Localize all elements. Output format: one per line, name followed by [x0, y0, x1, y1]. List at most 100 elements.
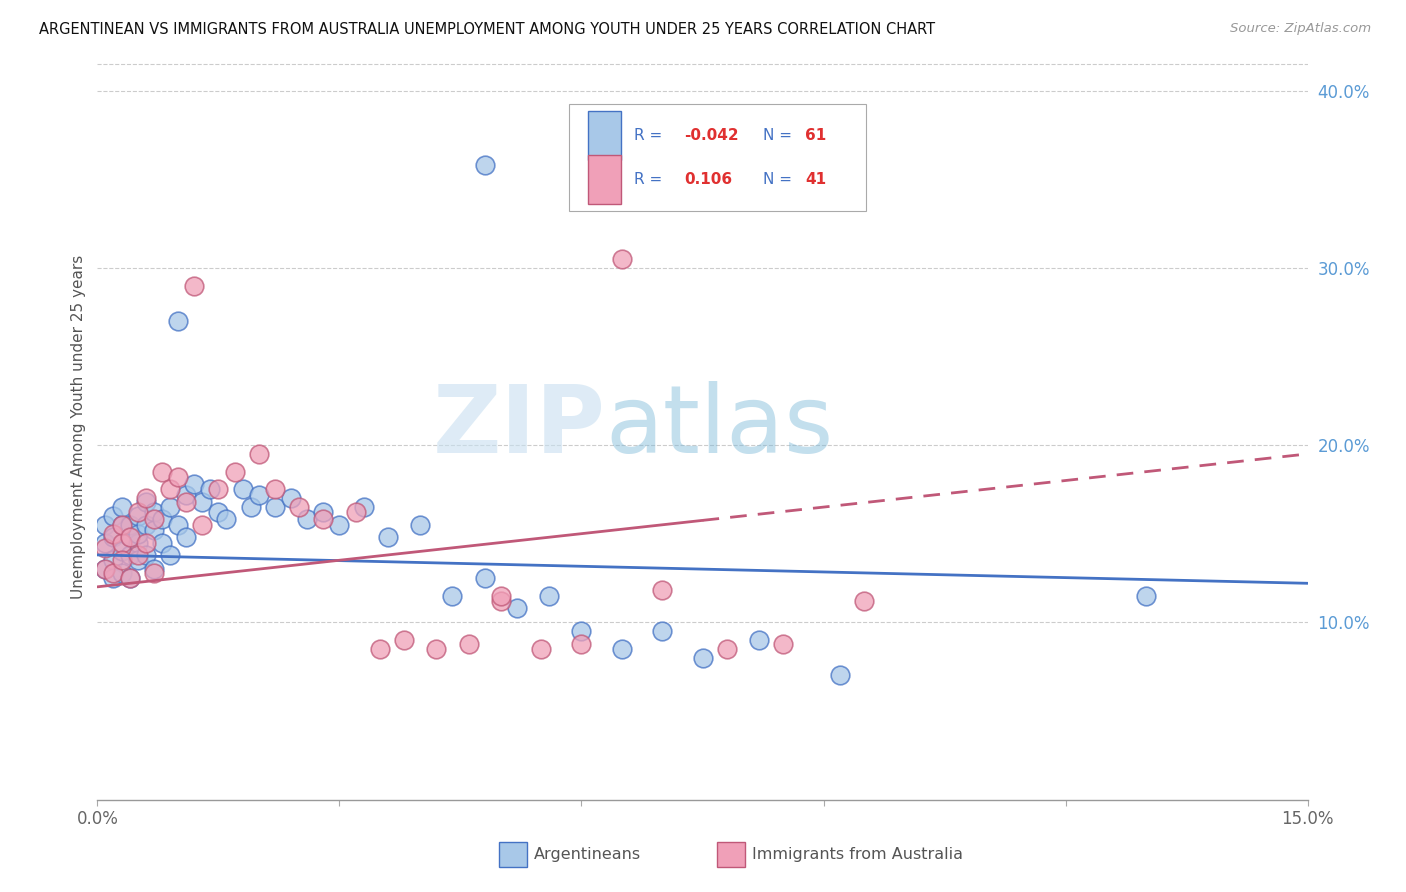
Point — [474, 158, 496, 172]
Point — [94, 562, 117, 576]
Point — [409, 517, 432, 532]
Text: R =: R = — [634, 172, 672, 187]
Text: Source: ZipAtlas.com: Source: ZipAtlas.com — [1230, 22, 1371, 36]
Point — [571, 624, 593, 639]
Point — [159, 483, 181, 497]
Point — [142, 512, 165, 526]
Point — [263, 500, 285, 514]
Text: N =: N = — [763, 128, 797, 143]
Point — [110, 544, 132, 558]
Point — [174, 495, 197, 509]
Text: R =: R = — [634, 128, 666, 143]
Point — [328, 517, 350, 532]
Point — [150, 535, 173, 549]
Point — [150, 512, 173, 526]
Point — [506, 601, 529, 615]
Point — [207, 483, 229, 497]
Point — [247, 488, 270, 502]
Point — [772, 636, 794, 650]
Text: Argentineans: Argentineans — [534, 847, 641, 862]
Point — [135, 491, 157, 506]
Point — [142, 505, 165, 519]
Point — [127, 535, 149, 549]
Point — [118, 571, 141, 585]
Point — [288, 500, 311, 514]
Point — [651, 583, 673, 598]
Point — [232, 483, 254, 497]
Point — [118, 530, 141, 544]
Point — [110, 535, 132, 549]
Point — [159, 500, 181, 514]
Point — [159, 548, 181, 562]
Point — [94, 517, 117, 532]
Point — [538, 589, 561, 603]
Point — [368, 641, 391, 656]
Point — [118, 571, 141, 585]
Text: 61: 61 — [806, 128, 827, 143]
Point — [103, 571, 125, 585]
Point — [127, 526, 149, 541]
Point — [135, 535, 157, 549]
Point — [207, 505, 229, 519]
Text: Immigrants from Australia: Immigrants from Australia — [752, 847, 963, 862]
Point — [167, 314, 190, 328]
Point — [135, 548, 157, 562]
Point — [127, 553, 149, 567]
Point — [118, 530, 141, 544]
Point — [457, 636, 479, 650]
Bar — [588, 155, 621, 203]
Point — [103, 526, 125, 541]
Point — [142, 562, 165, 576]
Point — [828, 668, 851, 682]
Point — [174, 488, 197, 502]
Point — [312, 505, 335, 519]
Point — [103, 566, 125, 580]
Text: ZIP: ZIP — [433, 382, 606, 474]
Point — [167, 517, 190, 532]
Point — [94, 535, 117, 549]
FancyBboxPatch shape — [569, 103, 866, 211]
Point — [263, 483, 285, 497]
Point — [94, 562, 117, 576]
Point — [150, 465, 173, 479]
Point — [174, 530, 197, 544]
Point — [103, 508, 125, 523]
Point — [852, 594, 875, 608]
Point — [127, 505, 149, 519]
Point — [110, 566, 132, 580]
Point — [183, 278, 205, 293]
Point — [103, 553, 125, 567]
Point — [392, 633, 415, 648]
Point — [716, 641, 738, 656]
Point — [118, 548, 141, 562]
Point — [167, 470, 190, 484]
Point — [748, 633, 770, 648]
Point — [110, 517, 132, 532]
Point — [110, 517, 132, 532]
Point — [247, 447, 270, 461]
Point — [215, 512, 238, 526]
Point — [110, 500, 132, 514]
Point — [610, 252, 633, 266]
Point — [377, 530, 399, 544]
Point — [142, 523, 165, 537]
Text: N =: N = — [763, 172, 797, 187]
Point — [224, 465, 246, 479]
Point — [200, 483, 222, 497]
Point — [530, 641, 553, 656]
Point — [489, 594, 512, 608]
Point — [135, 495, 157, 509]
Point — [94, 541, 117, 555]
Point — [118, 517, 141, 532]
Point — [280, 491, 302, 506]
Point — [474, 571, 496, 585]
Point — [110, 553, 132, 567]
Point — [142, 566, 165, 580]
Point — [651, 624, 673, 639]
Text: atlas: atlas — [606, 382, 834, 474]
Point — [312, 512, 335, 526]
Y-axis label: Unemployment Among Youth under 25 years: Unemployment Among Youth under 25 years — [72, 255, 86, 599]
Point — [571, 636, 593, 650]
Point — [692, 650, 714, 665]
Point — [127, 508, 149, 523]
